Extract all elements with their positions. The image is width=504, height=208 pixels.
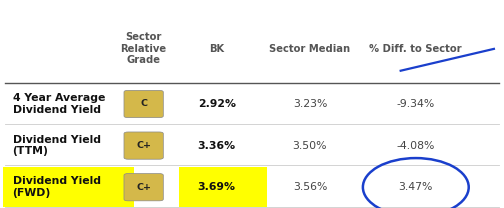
Text: Sector Median: Sector Median <box>270 44 350 54</box>
FancyBboxPatch shape <box>124 90 163 118</box>
Text: 3.36%: 3.36% <box>198 141 236 151</box>
Text: 3.50%: 3.50% <box>293 141 327 151</box>
Text: C+: C+ <box>136 141 151 150</box>
Text: -9.34%: -9.34% <box>397 99 435 109</box>
FancyBboxPatch shape <box>124 173 163 201</box>
Text: 3.56%: 3.56% <box>293 182 327 192</box>
Text: -4.08%: -4.08% <box>397 141 435 151</box>
Text: C+: C+ <box>136 183 151 192</box>
Text: 4 Year Average
Dividend Yield: 4 Year Average Dividend Yield <box>13 93 105 115</box>
Text: 3.47%: 3.47% <box>399 182 433 192</box>
Text: Sector
Relative
Grade: Sector Relative Grade <box>120 32 167 66</box>
Text: Dividend Yield
(TTM): Dividend Yield (TTM) <box>13 135 101 156</box>
Text: 3.23%: 3.23% <box>293 99 327 109</box>
Text: 2.92%: 2.92% <box>198 99 236 109</box>
Text: C: C <box>140 99 147 109</box>
Text: 3.69%: 3.69% <box>198 182 236 192</box>
Text: Dividend Yield
(FWD): Dividend Yield (FWD) <box>13 176 101 198</box>
Text: BK: BK <box>209 44 224 54</box>
Text: % Diff. to Sector: % Diff. to Sector <box>369 44 462 54</box>
Bar <box>179 167 267 207</box>
Bar <box>3 167 134 207</box>
FancyBboxPatch shape <box>124 132 163 159</box>
